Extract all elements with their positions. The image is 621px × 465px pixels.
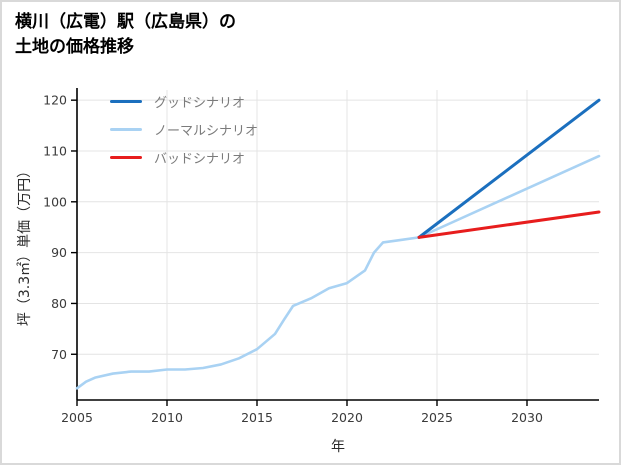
series-line-2 [417,210,601,239]
y-tick-label: 70 [51,347,67,362]
legend-label: バッドシナリオ [154,152,246,167]
x-tick-label: 2020 [331,410,363,425]
y-axis-label: 坪（3.3㎡）単価（万円） [17,163,33,327]
legend-swatch [110,156,142,159]
legend: グッドシナリオ ノーマルシナリオ バッドシナリオ [110,92,258,167]
title-line-1: 横川（広電）駅（広島県）の [15,12,236,32]
x-tick-label: 2025 [421,410,453,425]
x-axis-label: 年 [331,439,345,455]
y-tick-label: 110 [43,143,67,158]
y-tick-label: 120 [43,93,67,108]
series-line-0 [417,98,601,239]
x-tick-label: 2015 [241,410,273,425]
y-tick-label: 80 [51,296,67,311]
legend-label: グッドシナリオ [154,96,246,111]
x-tick-label: 2005 [61,410,93,425]
page-title: 横川（広電）駅（広島県）の 土地の価格推移 [15,10,236,60]
legend-item: ノーマルシナリオ [110,120,258,139]
series-line-1 [75,154,601,390]
title-line-2: 土地の価格推移 [15,37,134,57]
legend-swatch [110,128,142,131]
legend-label: ノーマルシナリオ [154,124,259,139]
y-tick-label: 90 [51,245,67,260]
y-tick-label: 100 [43,194,67,209]
legend-item: バッドシナリオ [110,148,258,167]
x-tick-label: 2010 [151,410,183,425]
legend-swatch [110,100,142,103]
legend-item: グッドシナリオ [110,92,258,111]
x-tick-label: 2030 [511,410,543,425]
